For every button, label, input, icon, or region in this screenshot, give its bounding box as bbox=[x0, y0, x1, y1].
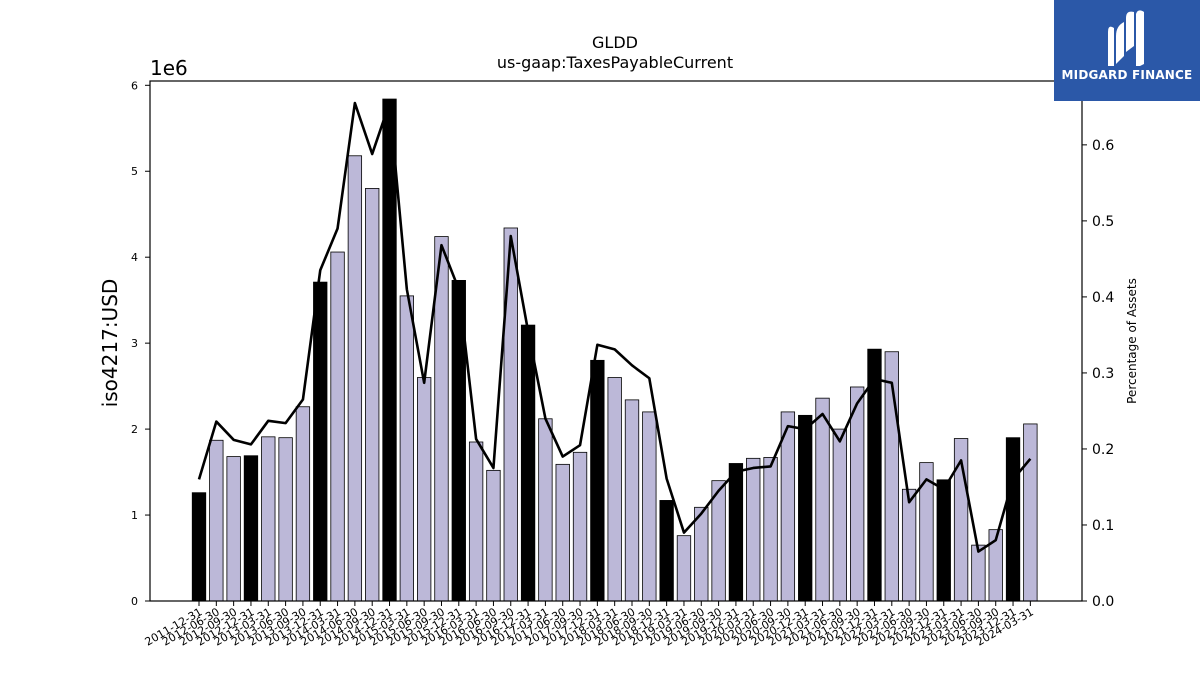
bar-2018-03-31 bbox=[607, 377, 622, 602]
bar-2016-06-30 bbox=[486, 469, 501, 602]
y2-tick-label: 0.2 bbox=[1092, 442, 1114, 458]
bar-2019-06-30 bbox=[694, 506, 709, 602]
bar-2023-06-30 bbox=[971, 544, 986, 602]
y2-tick-label: 0.1 bbox=[1092, 518, 1114, 534]
bar-2018-06-30 bbox=[624, 399, 640, 602]
bar-2024-03-31 bbox=[1023, 423, 1038, 602]
bar-2021-03-31 bbox=[815, 397, 830, 602]
y-tick-label: 6 bbox=[131, 79, 138, 92]
y2-tick-label: 0.3 bbox=[1092, 366, 1114, 382]
bar-2013-03-31 bbox=[261, 436, 276, 602]
brand-logo-icon bbox=[1108, 10, 1144, 66]
chart-title: GLDD bbox=[592, 33, 638, 52]
line-series bbox=[197, 101, 1032, 553]
bar-2014-06-30 bbox=[347, 155, 363, 602]
bar-2020-06-30 bbox=[763, 457, 778, 602]
bar-2020-12-31 bbox=[798, 414, 813, 602]
bar-2012-06-30 bbox=[209, 439, 224, 602]
y-axis-title: iso4217:USD bbox=[98, 279, 122, 408]
y-axis-offset-label: 1e6 bbox=[150, 56, 188, 80]
bar-2015-06-30 bbox=[417, 377, 432, 602]
bar-2013-09-30 bbox=[295, 406, 311, 602]
bar-2017-09-30 bbox=[572, 451, 588, 602]
y2-tick-label: 0.6 bbox=[1092, 138, 1114, 154]
bar-2014-09-30 bbox=[365, 188, 380, 602]
y-tick-label: 3 bbox=[131, 337, 138, 350]
bar-2014-12-31 bbox=[382, 98, 397, 602]
bar-2016-12-31 bbox=[520, 324, 536, 602]
bar-2013-06-30 bbox=[278, 437, 293, 602]
bar-2014-03-31 bbox=[330, 251, 345, 602]
bar-2021-09-30 bbox=[850, 386, 865, 602]
bar-2018-12-31 bbox=[659, 500, 674, 602]
chart-subtitle: us-gaap:TaxesPayableCurrent bbox=[497, 53, 733, 72]
y-tick-label: 2 bbox=[131, 423, 138, 436]
bar-2013-12-31 bbox=[313, 281, 328, 602]
bar-2019-12-31 bbox=[728, 463, 744, 602]
bar-2017-03-31 bbox=[538, 418, 553, 602]
bar-2019-03-31 bbox=[676, 535, 692, 602]
y2-tick-label: 0.5 bbox=[1092, 214, 1114, 230]
bar-2011-12-31 bbox=[191, 492, 207, 602]
y-tick-label: 5 bbox=[131, 165, 138, 178]
bar-2018-09-30 bbox=[642, 411, 657, 602]
y2-axis-title: Percentage of Assets bbox=[1125, 278, 1139, 404]
bar-2021-06-30 bbox=[832, 428, 847, 602]
bar-2017-06-30 bbox=[555, 463, 570, 602]
plot-frame bbox=[149, 80, 1083, 602]
y2-tick-label: 0.0 bbox=[1092, 594, 1114, 610]
bar-2017-12-31 bbox=[590, 359, 605, 602]
bar-2016-03-31 bbox=[468, 441, 484, 602]
brand-logo: MIDGARD FINANCE bbox=[1054, 0, 1200, 101]
brand-name: MIDGARD FINANCE bbox=[1061, 68, 1193, 82]
bar-2023-12-31 bbox=[1005, 437, 1021, 602]
bar-2012-09-30 bbox=[226, 456, 241, 602]
bar-2022-12-31 bbox=[936, 479, 951, 602]
y-tick-label: 4 bbox=[131, 251, 138, 264]
axes: 01234560.00.10.20.30.40.50.62011-12-3120… bbox=[131, 79, 1114, 648]
y-tick-label: 0 bbox=[131, 595, 138, 608]
y2-tick-label: 0.4 bbox=[1092, 290, 1114, 306]
y-tick-label: 1 bbox=[131, 509, 138, 522]
percentage-line bbox=[197, 101, 1032, 553]
bar-2012-12-31 bbox=[243, 455, 259, 602]
bar-2015-03-31 bbox=[399, 295, 414, 602]
bar-2022-06-30 bbox=[901, 488, 917, 602]
bar-2020-03-31 bbox=[746, 457, 761, 602]
